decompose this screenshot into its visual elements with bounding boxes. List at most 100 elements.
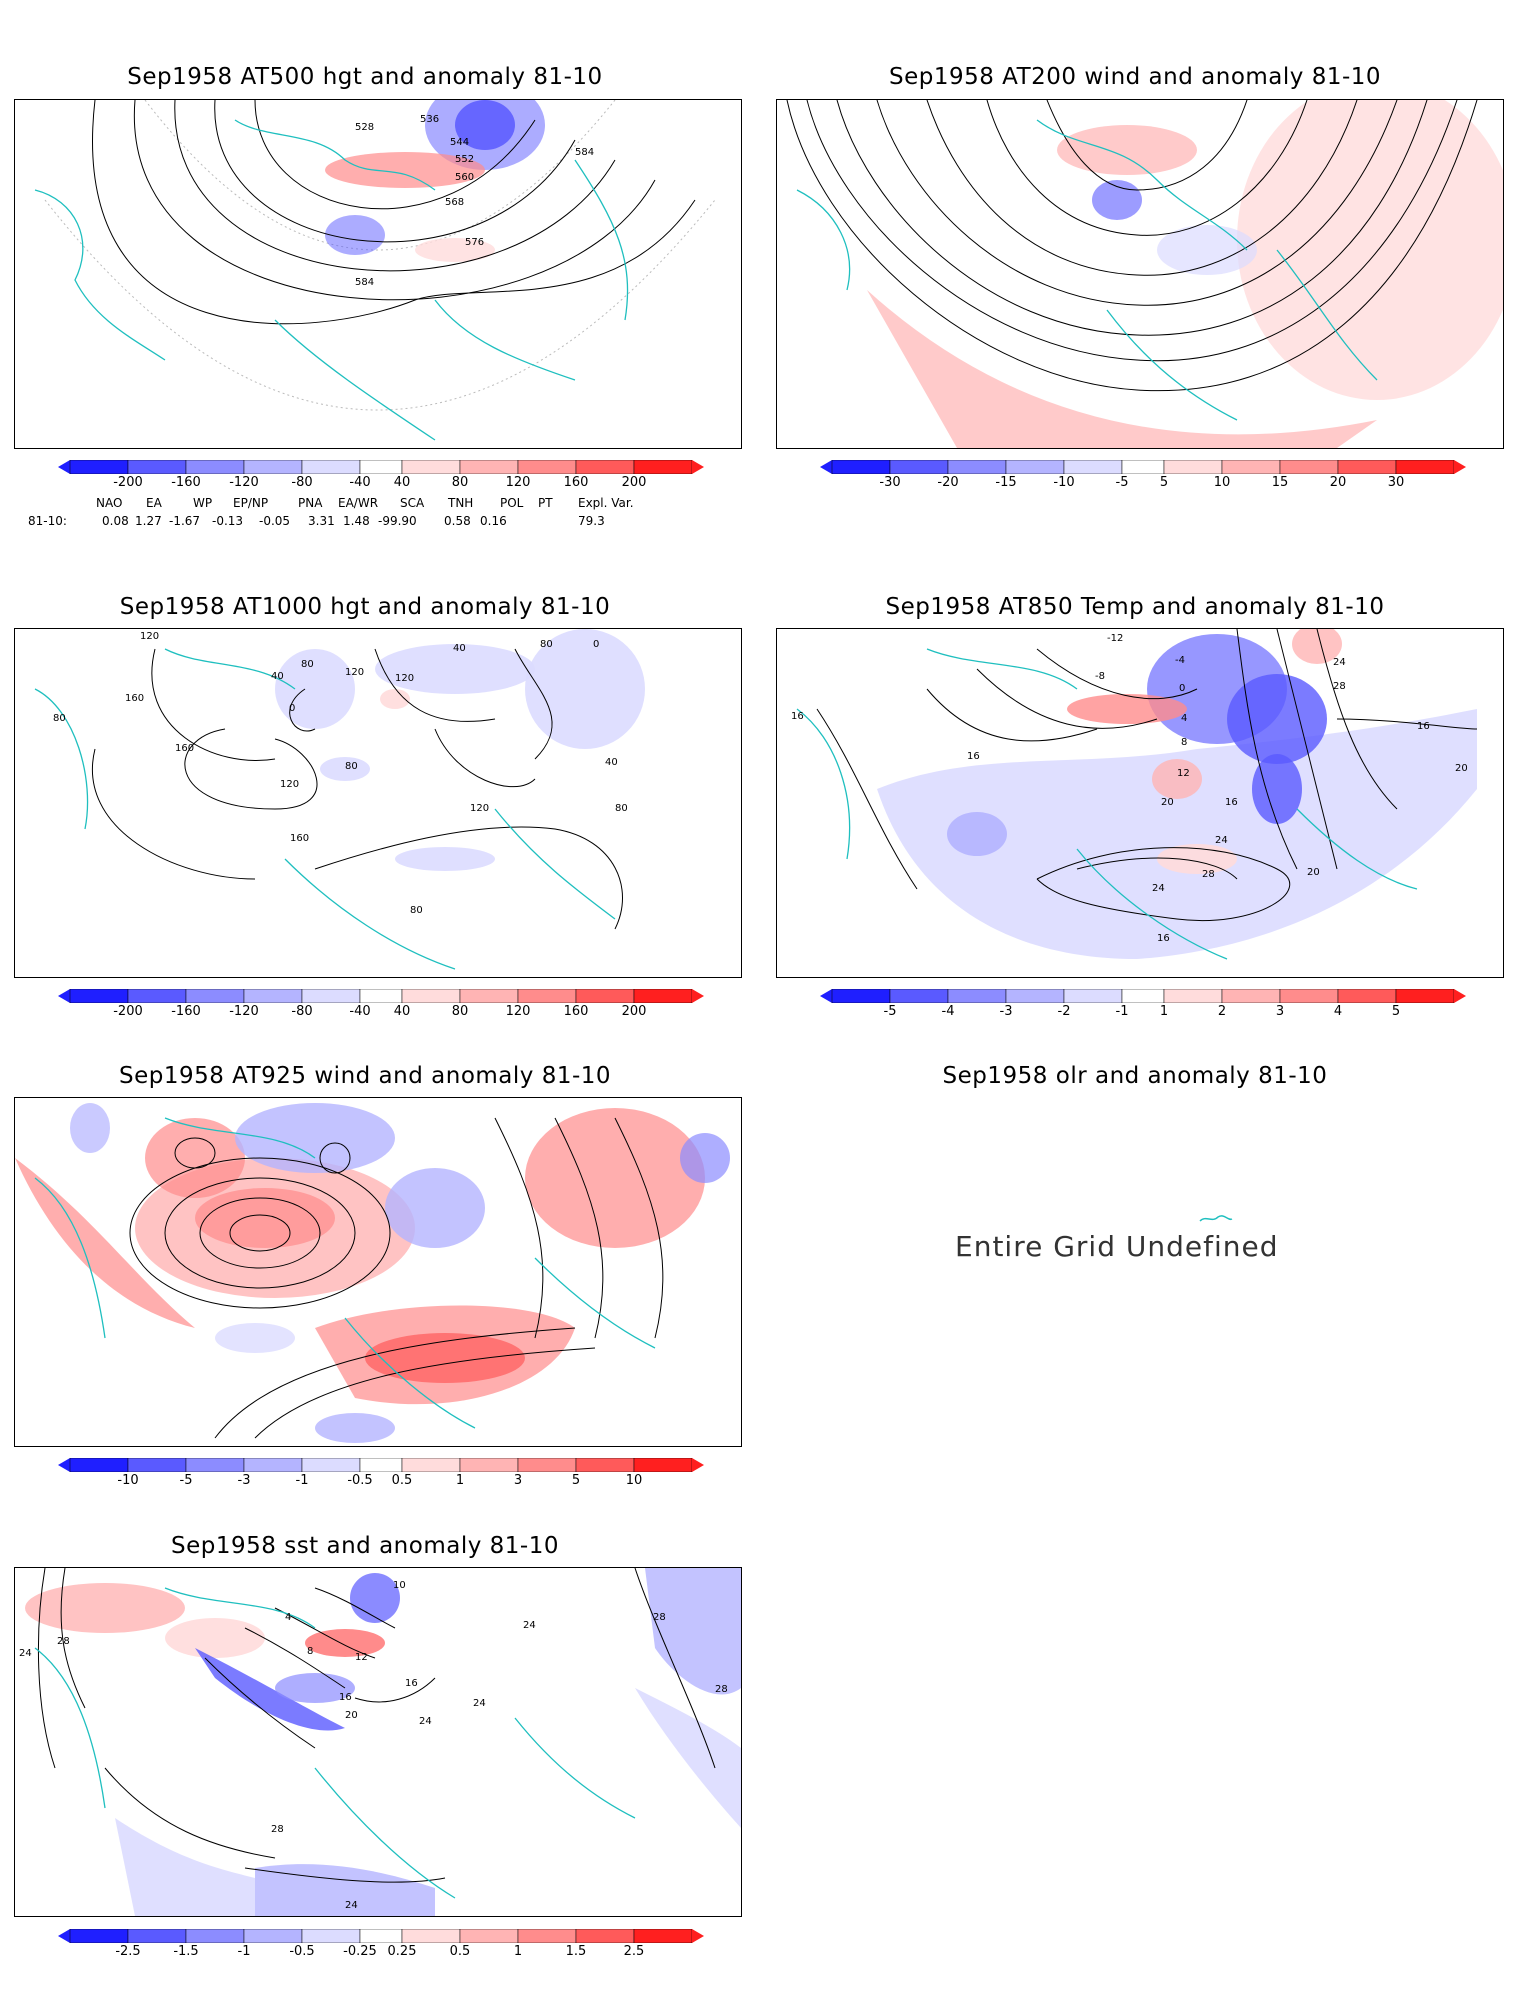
contour-label: 0: [593, 639, 599, 650]
panel-title-olr: Sep1958 olr and anomaly 81-10: [942, 1063, 1328, 1089]
colorbar-tick: 1: [1159, 1004, 1169, 1019]
contour-label: 28: [57, 1636, 70, 1647]
colorbar-tick: 160: [563, 1004, 589, 1019]
contour-label: 28: [715, 1684, 728, 1695]
contour-label: 40: [605, 757, 618, 768]
colorbar-tick: -1: [295, 1473, 309, 1488]
contour-label: 528: [355, 122, 374, 133]
colorbar-tick: -0.25: [343, 1944, 377, 1959]
contour-label: 12: [1177, 768, 1190, 779]
colorbar-tick: -4: [941, 1004, 955, 1019]
colorbar-tick: 15: [1271, 475, 1289, 490]
colorbar-tick: 3: [513, 1473, 523, 1488]
colorbar-tick: 1: [513, 1944, 523, 1959]
contour-label: 80: [301, 659, 314, 670]
map-sst[interactable]: 24 28 4 8 12 16 20 24 24 28 28 28 24 10 …: [14, 1567, 742, 1917]
colorbar-tick: 20: [1329, 475, 1347, 490]
index-name: WP: [193, 496, 213, 510]
contour-label: 120: [345, 667, 364, 678]
colorbar-at200: -30 -20 -15 -10 -5 5 10 15 20 30: [820, 459, 1466, 490]
index-name: NAO: [96, 496, 123, 510]
panel-title-at500: Sep1958 AT500 hgt and anomaly 81-10: [127, 64, 603, 90]
contour-label: 40: [271, 671, 284, 682]
contour-label: 16: [1225, 797, 1238, 808]
index-row-label: 81-10:: [28, 514, 67, 528]
contour-label: 20: [1307, 867, 1320, 878]
contour-label: 24: [19, 1648, 32, 1659]
contour-label: 560: [455, 172, 474, 183]
contour-label: -8: [1095, 671, 1105, 682]
colorbar-sst: -2.5 -1.5 -1 -0.5 -0.25 0.25 0.5 1 1.5 2…: [58, 1928, 704, 1959]
colorbar-tick: -1: [237, 1944, 251, 1959]
contour-label: 28: [1202, 869, 1215, 880]
contour-label: 24: [1215, 835, 1228, 846]
contour-label: 80: [345, 761, 358, 772]
contour-label: 16: [1417, 721, 1430, 732]
index-name: EA: [146, 496, 162, 510]
contour-label: 24: [1333, 657, 1346, 668]
contour-label: 28: [653, 1612, 666, 1623]
map-at1000-canvas: 120 160 80 160 40 0 80 120 120 40 80 0 4…: [34, 629, 645, 970]
teleconnection-indices: NAO EA WP EP/NP PNA EA/WR SCA TNH POL PT…: [28, 496, 728, 530]
contour-label: 28: [271, 1824, 284, 1835]
colorbar-tick: -160: [171, 1004, 201, 1019]
colorbar-tick: -0.5: [347, 1473, 373, 1488]
colorbar-tick: -5: [179, 1473, 193, 1488]
colorbar-tick: -10: [1053, 475, 1075, 490]
colorbar-tick: -2: [1057, 1004, 1071, 1019]
colorbar-at850: -5 -4 -3 -2 -1 1 2 3 4 5: [820, 988, 1466, 1019]
contour-label: 10: [393, 1580, 406, 1591]
index-name: TNH: [448, 496, 474, 510]
contour-label: 4: [285, 1612, 291, 1623]
colorbar-at925: -10 -5 -3 -1 -0.5 0.5 1 3 5 10: [58, 1457, 704, 1488]
index-value: 79.3: [578, 514, 605, 528]
map-at850[interactable]: -12 -8 -4 0 4 8 12 16 20 24 28 16 16 16 …: [776, 628, 1504, 978]
map-at500[interactable]: 528 536 544 552 560 568 576 584 584: [14, 99, 742, 449]
contour-label: 8: [1181, 737, 1187, 748]
contour-label: 4: [1181, 713, 1187, 724]
contour-label: 120: [470, 803, 489, 814]
contour-label: 160: [175, 743, 194, 754]
index-value: 1.48: [343, 514, 370, 528]
contour-label: 568: [445, 197, 464, 208]
colorbar-at1000-swatches: [58, 988, 704, 1004]
colorbar-tick: -20: [937, 475, 959, 490]
contour-label: 20: [345, 1710, 358, 1721]
colorbar-at200-swatches: [820, 459, 1466, 475]
colorbar-tick: 40: [393, 475, 411, 490]
map-at200-canvas: [786, 100, 1503, 448]
index-name: EP/NP: [233, 496, 269, 510]
colorbar-tick: 30: [1387, 475, 1405, 490]
colorbar-tick: -30: [879, 475, 901, 490]
colorbar-tick: 80: [451, 475, 469, 490]
contour-label: 24: [345, 1900, 358, 1911]
colorbar-tick: 10: [1213, 475, 1231, 490]
colorbar-tick: 120: [505, 1004, 531, 1019]
contour-label: 0: [1179, 683, 1185, 694]
colorbar-tick: 40: [393, 1004, 411, 1019]
colorbar-at1000: -200 -160 -120 -80 -40 40 80 120 160 200: [58, 988, 704, 1019]
map-at200[interactable]: [776, 99, 1504, 449]
colorbar-tick: -40: [349, 1004, 371, 1019]
panel-title-at925: Sep1958 AT925 wind and anomaly 81-10: [118, 1063, 612, 1089]
map-at500-canvas: 528 536 544 552 560 568 576 584 584: [34, 100, 716, 441]
colorbar-tick: -120: [229, 475, 259, 490]
colorbar-tick: -1.5: [173, 1944, 199, 1959]
contour-label: 552: [455, 154, 474, 165]
contour-label: -12: [1107, 633, 1123, 644]
panel-title-at200: Sep1958 AT200 wind and anomaly 81-10: [888, 64, 1382, 90]
colorbar-tick: 0.5: [391, 1473, 413, 1488]
map-at925[interactable]: [14, 1097, 742, 1447]
colorbar-tick: -5: [883, 1004, 897, 1019]
colorbar-tick: 1: [455, 1473, 465, 1488]
colorbar-tick: -160: [171, 475, 201, 490]
contour-label: 12: [355, 1652, 368, 1663]
contour-label: 24: [419, 1716, 432, 1727]
panel-title-sst: Sep1958 sst and anomaly 81-10: [171, 1533, 559, 1559]
colorbar-at925-swatches: [58, 1457, 704, 1473]
contour-label: 24: [523, 1620, 536, 1631]
contour-label: 120: [140, 631, 159, 642]
colorbar-tick: -1: [1115, 1004, 1129, 1019]
undefined-grid-message: Entire Grid Undefined: [955, 1230, 1279, 1263]
map-at1000[interactable]: 120 160 80 160 40 0 80 120 120 40 80 0 4…: [14, 628, 742, 978]
